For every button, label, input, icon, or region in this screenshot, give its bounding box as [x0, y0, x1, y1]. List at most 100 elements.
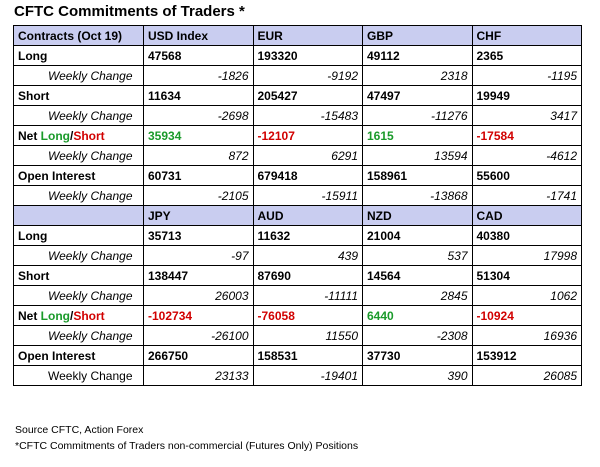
- weekly-change-value: 390: [362, 365, 473, 386]
- weekly-change-value: -4612: [471, 145, 582, 166]
- weekly-change-row: Weekly Change -1826 -9192 2318 -1195: [13, 65, 582, 86]
- currency-header: NZD: [362, 205, 473, 226]
- header-row: JPY AUD NZD CAD: [13, 205, 582, 226]
- net-long-short-label: Net Long/Short: [13, 305, 144, 326]
- net-row: Net Long/Short -102734 -76058 6440 -10924: [13, 305, 582, 326]
- weekly-change-value: -15483: [252, 105, 363, 126]
- net-label-part: Short: [73, 308, 105, 323]
- weekly-change-value: -2698: [143, 105, 254, 126]
- weekly-change-label: Weekly Change: [13, 185, 144, 206]
- oi-value: 158531: [252, 345, 363, 366]
- weekly-change-value: -26100: [143, 325, 254, 346]
- net-label-part: Net: [18, 308, 41, 323]
- long-value: 40380: [471, 225, 582, 246]
- short-value: 19949: [471, 85, 582, 106]
- short-row: Short 11634 205427 47497 19949: [13, 85, 582, 106]
- short-value: 138447: [143, 265, 254, 286]
- oi-value: 55600: [471, 165, 582, 186]
- oi-value: 679418: [252, 165, 363, 186]
- oi-value: 266750: [143, 345, 254, 366]
- weekly-change-value: -1195: [471, 65, 582, 86]
- net-value: -102734: [143, 305, 254, 326]
- weekly-change-label: Weekly Change: [13, 365, 144, 386]
- currency-header: GBP: [362, 25, 473, 46]
- weekly-change-value: 2318: [362, 65, 473, 86]
- weekly-change-row: Weekly Change -26100 11550 -2308 16936: [13, 325, 582, 346]
- weekly-change-value: 26085: [471, 365, 582, 386]
- weekly-change-value: 439: [252, 245, 363, 266]
- currency-header: CAD: [471, 205, 582, 226]
- open-interest-row-label: Open Interest: [13, 345, 144, 366]
- net-value: -76058: [252, 305, 363, 326]
- short-value: 51304: [471, 265, 582, 286]
- weekly-change-value: -2308: [362, 325, 473, 346]
- short-value: 11634: [143, 85, 254, 106]
- weekly-change-value: 1062: [471, 285, 582, 306]
- long-value: 21004: [362, 225, 473, 246]
- long-value: 35713: [143, 225, 254, 246]
- contracts-header: Contracts (Oct 19): [13, 25, 144, 46]
- source-note: Source CFTC, Action Forex: [15, 424, 144, 436]
- weekly-change-value: 16936: [471, 325, 582, 346]
- weekly-change-value: 23133: [143, 365, 254, 386]
- net-value: 35934: [143, 125, 254, 146]
- open-interest-row: Open Interest 60731 679418 158961 55600: [13, 165, 582, 186]
- long-value: 49112: [362, 45, 473, 66]
- short-value: 87690: [252, 265, 363, 286]
- weekly-change-value: -11111: [252, 285, 363, 306]
- net-label-part: Short: [73, 128, 105, 143]
- weekly-change-row: Weekly Change -2698 -15483 -11276 3417: [13, 105, 582, 126]
- oi-value: 158961: [362, 165, 473, 186]
- weekly-change-value: -1741: [471, 185, 582, 206]
- weekly-change-value: 2845: [362, 285, 473, 306]
- net-label-part: Long: [40, 128, 70, 143]
- long-value: 47568: [143, 45, 254, 66]
- weekly-change-label: Weekly Change: [13, 65, 144, 86]
- short-row-label: Short: [13, 265, 144, 286]
- weekly-change-value: 6291: [252, 145, 363, 166]
- weekly-change-value: -9192: [252, 65, 363, 86]
- currency-header: AUD: [252, 205, 363, 226]
- weekly-change-value: 537: [362, 245, 473, 266]
- open-interest-row: Open Interest 266750 158531 37730 153912: [13, 345, 582, 366]
- oi-value: 60731: [143, 165, 254, 186]
- weekly-change-label: Weekly Change: [13, 145, 144, 166]
- weekly-change-value: -2105: [143, 185, 254, 206]
- weekly-change-value: 13594: [362, 145, 473, 166]
- long-row: Long 47568 193320 49112 2365: [13, 45, 582, 66]
- contracts-header-blank: [13, 205, 144, 226]
- long-value: 11632: [252, 225, 363, 246]
- weekly-change-row: Weekly Change 23133 -19401 390 26085: [13, 365, 582, 386]
- oi-value: 37730: [362, 345, 473, 366]
- currency-header: CHF: [471, 25, 582, 46]
- weekly-change-value: 17998: [471, 245, 582, 266]
- net-label-part: /: [70, 128, 74, 143]
- long-row: Long 35713 11632 21004 40380: [13, 225, 582, 246]
- weekly-change-label: Weekly Change: [13, 245, 144, 266]
- weekly-change-value: 11550: [252, 325, 363, 346]
- cot-table-body: Contracts (Oct 19) USD Index EUR GBP CHF Long…: [13, 25, 582, 386]
- net-label-part: Long: [40, 308, 70, 323]
- weekly-change-value: -97: [143, 245, 254, 266]
- long-value: 193320: [252, 45, 363, 66]
- header-row: Contracts (Oct 19) USD Index EUR GBP CHF: [13, 25, 582, 46]
- page-title: CFTC Commitments of Traders *: [14, 3, 245, 20]
- weekly-change-row: Weekly Change 872 6291 13594 -4612: [13, 145, 582, 166]
- net-value: -12107: [252, 125, 363, 146]
- weekly-change-value: 26003: [143, 285, 254, 306]
- currency-header: USD Index: [143, 25, 254, 46]
- net-value: -17584: [471, 125, 582, 146]
- short-row: Short 138447 87690 14564 51304: [13, 265, 582, 286]
- weekly-change-row: Weekly Change 26003 -11111 2845 1062: [13, 285, 582, 306]
- weekly-change-label: Weekly Change: [13, 285, 144, 306]
- weekly-change-value: 872: [143, 145, 254, 166]
- net-value: -10924: [471, 305, 582, 326]
- net-label-part: /: [70, 308, 74, 323]
- weekly-change-value: -1826: [143, 65, 254, 86]
- open-interest-row-label: Open Interest: [13, 165, 144, 186]
- weekly-change-value: -11276: [362, 105, 473, 126]
- net-value: 1615: [362, 125, 473, 146]
- short-value: 205427: [252, 85, 363, 106]
- net-value: 6440: [362, 305, 473, 326]
- weekly-change-value: 3417: [471, 105, 582, 126]
